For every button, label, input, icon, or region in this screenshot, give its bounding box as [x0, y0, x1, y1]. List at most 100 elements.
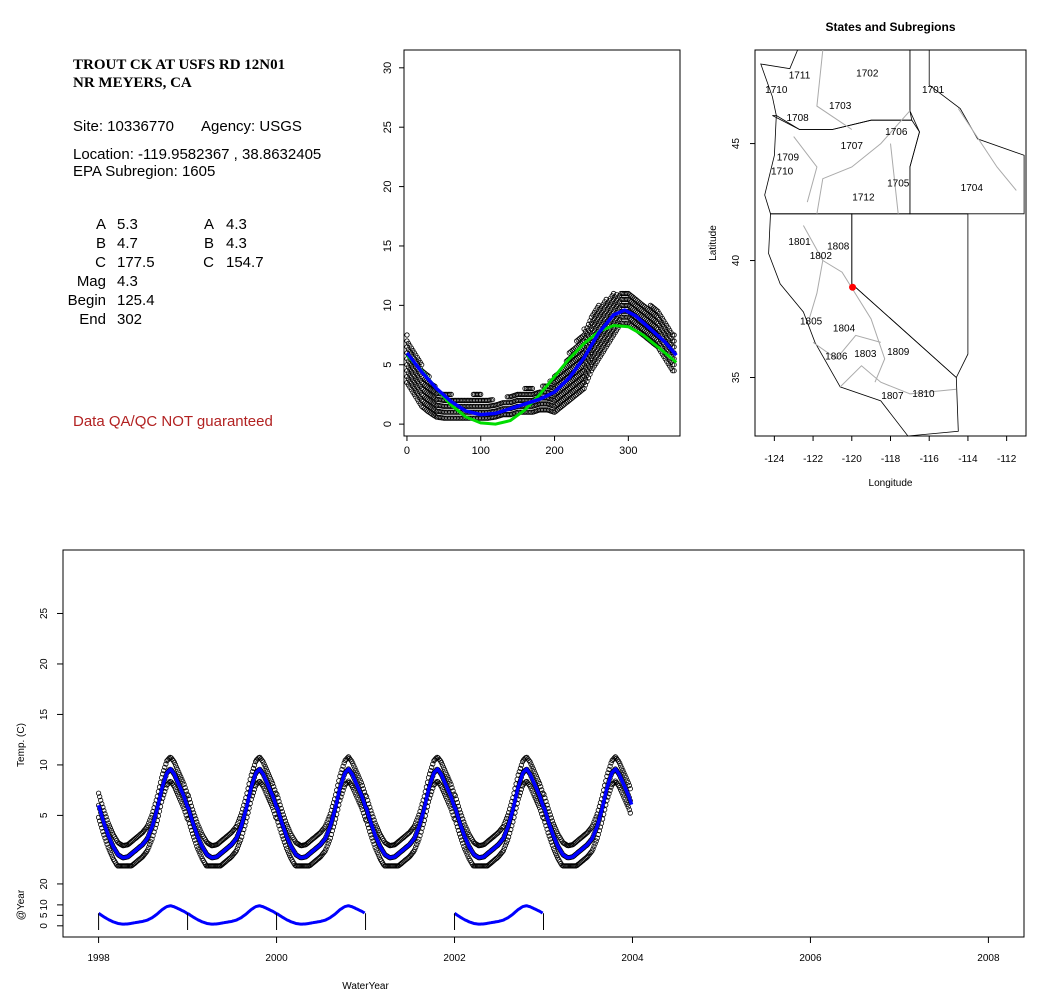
subregion-boundary [957, 108, 1017, 191]
data-point [260, 759, 266, 765]
data-point [99, 801, 105, 807]
site-name-line1: TROUT CK AT USFS RD 12N01 [73, 57, 286, 73]
data-point [532, 771, 538, 777]
data-point [264, 792, 270, 799]
data-point [287, 852, 293, 859]
data-point [533, 773, 540, 779]
data-point [198, 829, 204, 835]
data-point [591, 843, 597, 849]
y-tick-label: 30 [382, 62, 394, 74]
timeseries-xlabel: WaterYear [342, 981, 389, 992]
x-tick-label: 2008 [977, 953, 1000, 964]
data-point [448, 391, 454, 397]
data-point [590, 846, 596, 852]
data-point [445, 774, 451, 780]
param-value: 4.3 [226, 235, 247, 252]
data-point [286, 826, 292, 832]
data-point [439, 762, 445, 768]
data-point [542, 795, 548, 801]
data-point [543, 798, 549, 805]
data-point [163, 761, 169, 767]
x-tick-label: -112 [997, 454, 1017, 465]
region-label: 1712 [852, 192, 875, 203]
fit-curve-blue [405, 308, 678, 417]
data-point [251, 762, 258, 768]
param-value: 4.7 [117, 235, 138, 252]
data-point [475, 391, 481, 397]
x-tick-label: 0 [404, 445, 410, 457]
data-point [275, 795, 281, 801]
data-point [188, 803, 195, 809]
data-point [671, 338, 677, 344]
y-tick-label: 20 [382, 180, 394, 192]
data-point [550, 845, 557, 851]
subregion-boundary [839, 365, 957, 395]
data-point [105, 844, 111, 850]
region-label: 1806 [825, 351, 848, 362]
data-point [549, 842, 556, 848]
data-point [282, 818, 289, 824]
y-tick-label: 35 [731, 372, 742, 384]
data-point [353, 767, 359, 774]
data-point [339, 766, 345, 773]
x-tick-label: -122 [803, 454, 823, 465]
data-point [623, 775, 629, 781]
y-tick-label: 40 [731, 255, 742, 267]
data-point [97, 794, 103, 800]
data-point [372, 820, 378, 826]
data-point [326, 838, 332, 844]
data-point [105, 820, 111, 826]
data-point [371, 817, 377, 823]
data-point [620, 767, 626, 774]
data-point [625, 780, 631, 786]
data-point [544, 802, 550, 808]
data-point [354, 770, 360, 776]
param-label: C [203, 254, 214, 271]
data-point [554, 852, 560, 859]
annual-curve [97, 904, 366, 926]
param-label: B [203, 235, 214, 252]
y-tick-label: 20 [39, 878, 50, 890]
data-point [445, 391, 451, 397]
data-point [176, 769, 182, 775]
data-point [454, 799, 460, 806]
data-point [465, 829, 471, 835]
region-label: 1705 [887, 178, 910, 189]
data-point [529, 763, 535, 770]
data-point [415, 839, 421, 845]
data-point [502, 818, 508, 824]
data-point [620, 792, 626, 798]
data-point [173, 764, 180, 770]
data-point [196, 824, 202, 830]
data-point [549, 818, 556, 824]
data-point [621, 770, 627, 776]
data-point [374, 849, 380, 855]
data-point [541, 791, 547, 798]
y-tick-label: 45 [731, 138, 742, 150]
data-point [461, 819, 467, 825]
site-name-line2: NR MEYERS, CA [73, 75, 192, 91]
data-point [265, 795, 271, 801]
data-point [98, 797, 104, 803]
data-point [184, 791, 190, 797]
data-point [507, 830, 513, 836]
fit-curve-blue [96, 766, 634, 860]
data-point [108, 852, 115, 858]
data-point [617, 784, 623, 791]
subregion-boundary [890, 143, 899, 214]
data-point [503, 840, 510, 846]
data-point [96, 790, 102, 796]
data-point [262, 763, 268, 770]
data-point [448, 781, 454, 788]
data-point [533, 797, 540, 804]
data-point [185, 792, 191, 799]
data-point [106, 847, 112, 853]
seasonal-plot-frame [403, 49, 681, 437]
data-point [361, 789, 368, 795]
site-id: Site: 10336770 [73, 118, 174, 135]
data-point [195, 822, 201, 828]
data-point [234, 821, 240, 827]
data-point [489, 397, 496, 403]
region-label: 1801 [788, 237, 811, 248]
